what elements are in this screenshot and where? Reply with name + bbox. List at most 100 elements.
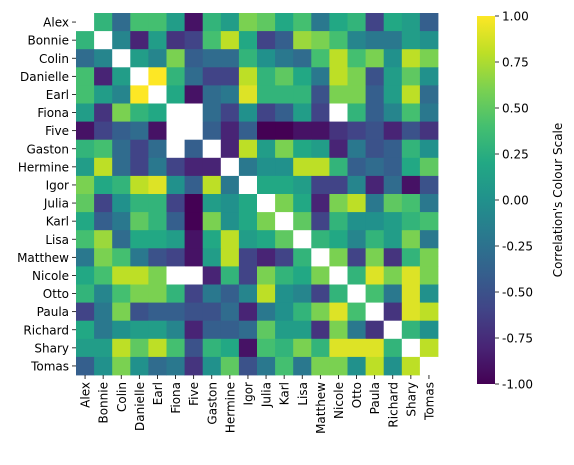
heatmap-cell xyxy=(257,85,276,104)
heatmap-cell xyxy=(148,67,167,86)
heatmap-cells xyxy=(76,13,439,376)
heatmap-cell xyxy=(365,338,385,358)
heatmap-cell xyxy=(311,248,330,267)
heatmap-cell xyxy=(419,31,439,50)
heatmap-cell xyxy=(383,121,403,141)
heatmap-cell xyxy=(293,157,312,177)
heatmap-cell xyxy=(148,230,167,249)
y-tick-label: Colin xyxy=(39,52,69,66)
heatmap-cell xyxy=(130,302,149,322)
heatmap-cell xyxy=(76,320,95,340)
heatmap-cell xyxy=(130,284,149,303)
heatmap-cell xyxy=(383,67,403,86)
heatmap-cell xyxy=(365,49,385,68)
heatmap-cell xyxy=(275,157,294,177)
heatmap-cell xyxy=(94,230,113,249)
heatmap-cell xyxy=(329,49,348,68)
heatmap-cell xyxy=(238,31,258,50)
heatmap-cell xyxy=(238,356,258,376)
heatmap-cell xyxy=(311,302,330,322)
heatmap-cell xyxy=(257,175,276,195)
heatmap-cell xyxy=(311,85,330,104)
heatmap-cell xyxy=(76,194,95,213)
heatmap-cell xyxy=(401,230,421,249)
heatmap-cell xyxy=(184,194,204,213)
heatmap-cell xyxy=(202,194,222,213)
heatmap-cell xyxy=(130,356,149,376)
heatmap-cell xyxy=(419,230,439,249)
x-tick-label: Tomas xyxy=(422,382,436,421)
heatmap-cell xyxy=(148,85,167,104)
heatmap-cell xyxy=(202,85,222,104)
heatmap-cell xyxy=(257,356,276,376)
heatmap-cell xyxy=(275,266,294,285)
y-tick-label: Lisa xyxy=(45,233,69,247)
heatmap-cell xyxy=(238,248,258,267)
heatmap-cell xyxy=(184,212,204,231)
heatmap-cell xyxy=(184,49,204,68)
heatmap-cell xyxy=(293,103,312,122)
x-tick-label: Shary xyxy=(404,382,418,417)
y-tick-label: Matthew xyxy=(17,251,69,265)
heatmap-cell xyxy=(329,338,348,358)
heatmap-cell xyxy=(383,139,403,159)
heatmap-cell xyxy=(311,266,330,285)
heatmap-cell xyxy=(293,13,312,32)
heatmap-cell xyxy=(76,157,95,177)
x-tick-label: Lisa xyxy=(296,382,310,406)
heatmap-cell xyxy=(329,103,348,122)
heatmap-cell xyxy=(148,194,167,213)
heatmap-cell xyxy=(275,121,294,141)
heatmap-cell xyxy=(220,139,240,159)
heatmap-cell xyxy=(112,194,131,213)
x-tick-label: Igor xyxy=(241,382,255,405)
heatmap-cell xyxy=(238,338,258,358)
heatmap-cell xyxy=(311,121,330,141)
heatmap-cell xyxy=(347,13,366,32)
heatmap-cell xyxy=(238,121,258,141)
heatmap-cell xyxy=(257,230,276,249)
heatmap-cell xyxy=(166,194,185,213)
heatmap-cell xyxy=(329,121,348,141)
heatmap-cell xyxy=(293,121,312,141)
heatmap-cell xyxy=(76,338,95,358)
heatmap-cell xyxy=(275,230,294,249)
heatmap-cell xyxy=(383,49,403,68)
heatmap-cell xyxy=(311,139,330,159)
heatmap-cell xyxy=(275,248,294,267)
heatmap-cell xyxy=(148,302,167,322)
heatmap-cell xyxy=(365,157,385,177)
heatmap-cell xyxy=(76,266,95,285)
heatmap-cell xyxy=(275,13,294,32)
heatmap-cell xyxy=(329,266,348,285)
heatmap-cell xyxy=(202,103,222,122)
heatmap-cell xyxy=(365,85,385,104)
heatmap-cell xyxy=(347,67,366,86)
heatmap-cell xyxy=(419,103,439,122)
heatmap-cell xyxy=(76,139,95,159)
colorbar: -1.00 -0.75 -0.50 -0.25 0.00 0.25 0.50 0.75 1.00… xyxy=(477,10,565,392)
heatmap-cell xyxy=(76,49,95,68)
heatmap-cell xyxy=(238,230,258,249)
heatmap-cell xyxy=(401,356,421,376)
heatmap-cell xyxy=(112,356,131,376)
heatmap-cell xyxy=(166,356,185,376)
heatmap-cell xyxy=(329,248,348,267)
heatmap-cell xyxy=(383,194,403,213)
heatmap-cell xyxy=(419,67,439,86)
heatmap-cell xyxy=(202,121,222,141)
colorbar-tick-label: -1.00 xyxy=(502,378,533,392)
heatmap-cell xyxy=(130,266,149,285)
heatmap-cell xyxy=(419,85,439,104)
heatmap-cell xyxy=(401,49,421,68)
heatmap-cell xyxy=(94,139,113,159)
heatmap-cell xyxy=(365,31,385,50)
colorbar-tick-label: 1.00 xyxy=(502,10,529,24)
heatmap-cell xyxy=(401,13,421,32)
heatmap-cell xyxy=(76,13,95,32)
heatmap-cell xyxy=(419,212,439,231)
heatmap-cell xyxy=(166,284,185,303)
heatmap-cell xyxy=(347,302,366,322)
heatmap-cell xyxy=(112,139,131,159)
heatmap-cell xyxy=(166,49,185,68)
